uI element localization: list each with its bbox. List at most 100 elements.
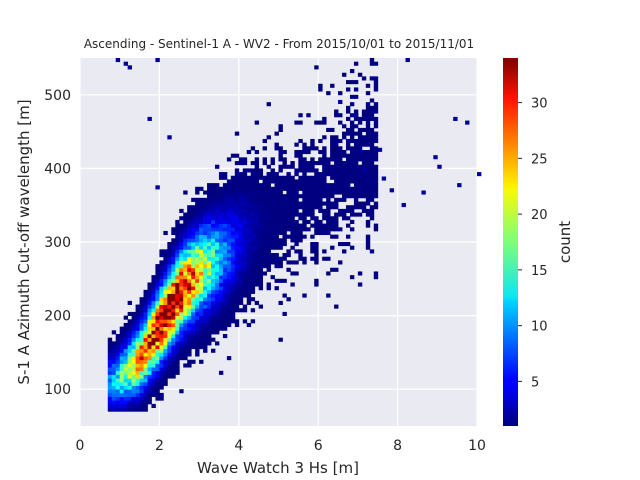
histogram-cell (286, 164, 291, 169)
histogram-cell (222, 212, 228, 217)
histogram-cell (334, 197, 339, 202)
histogram-cell (282, 216, 287, 221)
histogram-cell (123, 407, 129, 412)
histogram-cell (159, 330, 164, 335)
histogram-cell (179, 293, 184, 298)
histogram-cell (115, 345, 121, 350)
histogram-cell (139, 403, 144, 408)
histogram-cell (373, 164, 379, 169)
histogram-cell (115, 403, 121, 408)
histogram-cell (218, 256, 224, 261)
histogram-cell (477, 172, 482, 177)
histogram-cell (369, 116, 375, 121)
histogram-cell (179, 216, 184, 221)
histogram-cell (373, 153, 379, 158)
histogram-cell (135, 330, 140, 335)
histogram-cell (203, 216, 208, 221)
histogram-cell (131, 378, 136, 383)
histogram-cell (258, 256, 264, 261)
histogram-cell (258, 253, 264, 258)
histogram-cell (211, 186, 216, 191)
histogram-cell (326, 91, 331, 96)
histogram-cell (290, 208, 295, 213)
histogram-cell (218, 282, 224, 287)
histogram-cell (115, 334, 121, 339)
histogram-cell (195, 208, 200, 213)
histogram-cell (143, 352, 148, 357)
histogram-cell (345, 87, 351, 92)
histogram-cell (242, 256, 248, 261)
histogram-cell (250, 275, 256, 280)
histogram-cell (330, 172, 335, 177)
histogram-cell (203, 271, 208, 276)
histogram-cell (123, 322, 129, 328)
histogram-cell (226, 183, 232, 188)
histogram-cell (286, 194, 291, 199)
histogram-cell (203, 205, 208, 210)
histogram-cell (183, 352, 188, 357)
histogram-cell (226, 304, 232, 309)
histogram-cell (338, 161, 343, 166)
histogram-cell (107, 374, 113, 379)
histogram-cell (306, 161, 311, 166)
histogram-cell (151, 370, 156, 375)
histogram-cell (310, 242, 315, 247)
histogram-cell (143, 297, 148, 302)
histogram-cell (274, 205, 279, 210)
histogram-cell (218, 297, 224, 302)
histogram-cell (226, 297, 232, 302)
histogram-cell (230, 201, 236, 206)
histogram-cell (294, 223, 299, 228)
histogram-cell (155, 322, 160, 328)
histogram-cell (230, 242, 236, 247)
histogram-cell (226, 311, 232, 316)
histogram-cell (187, 249, 192, 254)
histogram-cell (195, 238, 200, 243)
histogram-cell (159, 289, 164, 294)
histogram-cell (262, 271, 267, 276)
histogram-cell (187, 359, 192, 364)
histogram-cell (155, 275, 160, 280)
histogram-cell (342, 153, 347, 158)
histogram-cell (278, 201, 283, 206)
histogram-cell (127, 359, 133, 364)
histogram-cell (282, 219, 287, 224)
histogram-cell (167, 267, 172, 272)
histogram-cell (203, 234, 208, 239)
histogram-cell (373, 227, 379, 232)
histogram-cell (274, 208, 279, 213)
histogram-cell (373, 223, 379, 228)
histogram-cell (163, 297, 168, 302)
histogram-cell (357, 172, 363, 177)
histogram-cell (187, 275, 192, 280)
histogram-cell (282, 186, 287, 191)
histogram-cell (211, 194, 216, 199)
histogram-cell (246, 282, 252, 287)
histogram-cell (214, 230, 220, 236)
histogram-cell (345, 168, 351, 173)
histogram-cell (107, 345, 113, 350)
histogram-cell (167, 341, 172, 346)
histogram-cell (357, 153, 363, 158)
histogram-cell (167, 363, 172, 368)
histogram-cell (207, 297, 212, 302)
histogram-cell (155, 370, 160, 375)
histogram-cell (151, 319, 156, 324)
histogram-cell (234, 278, 240, 283)
histogram-cell (214, 330, 220, 335)
histogram-cell (147, 381, 152, 386)
histogram-cell (286, 234, 291, 239)
histogram-cell (246, 275, 252, 280)
colorbar-tick-label: 5 (531, 375, 539, 390)
histogram-cell (361, 194, 367, 199)
histogram-cell (365, 197, 371, 202)
histogram-cell (214, 264, 220, 269)
histogram-cell (365, 179, 371, 184)
histogram-cell (282, 208, 287, 213)
histogram-cell (195, 293, 200, 298)
histogram-cell (163, 378, 168, 383)
histogram-cell (314, 183, 319, 188)
histogram-cell (211, 245, 216, 250)
histogram-cell (226, 157, 232, 162)
histogram-cell (345, 175, 351, 180)
